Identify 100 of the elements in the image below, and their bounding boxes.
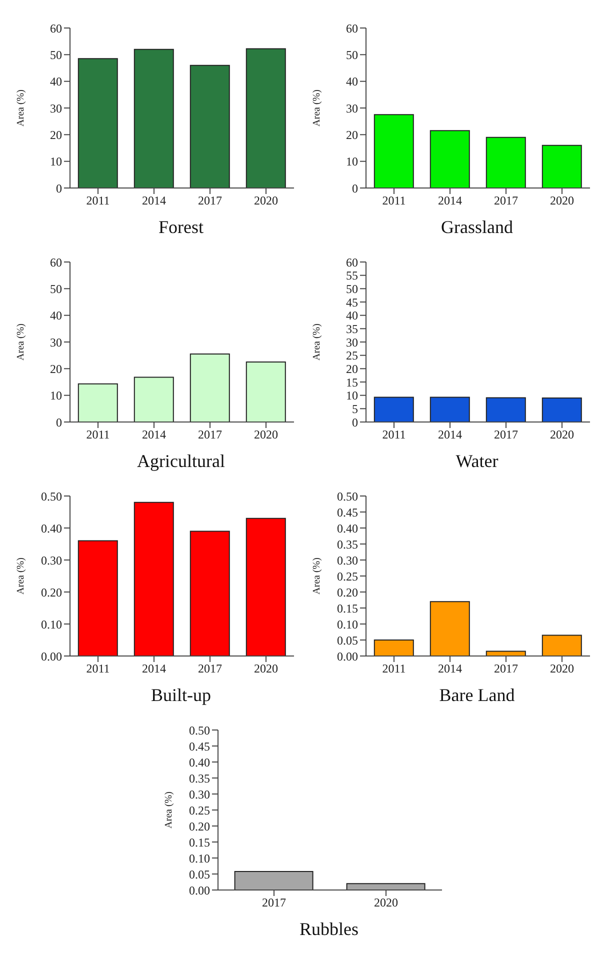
y-tick-label: 60 — [346, 21, 358, 36]
x-axis-title: Forest — [158, 217, 204, 238]
x-tick-label: 2011 — [86, 428, 110, 442]
x-tick-label: 2017 — [494, 662, 518, 676]
y-tick-label: 0.05 — [337, 633, 358, 648]
bar — [134, 48, 174, 188]
bar — [486, 136, 526, 188]
y-tick-label: 0 — [352, 415, 358, 430]
bar — [78, 540, 118, 656]
y-tick-label: 5 — [352, 402, 358, 416]
y-tick-label: 0.00 — [41, 649, 62, 664]
bar — [486, 650, 526, 656]
y-tick-label: 0.20 — [337, 585, 358, 600]
y-axis-title: Area (%) — [16, 324, 27, 360]
x-tick-label: 2014 — [142, 194, 166, 208]
y-tick-label: 0.10 — [41, 617, 62, 632]
y-tick-label: 10 — [50, 154, 62, 169]
y-tick-label: 40 — [50, 74, 62, 89]
bar — [78, 58, 118, 188]
x-tick-label: 2014 — [438, 428, 462, 442]
y-tick-label: 0.40 — [337, 521, 358, 536]
y-tick-label: 0.30 — [41, 553, 62, 568]
x-tick-label: 2017 — [494, 194, 518, 208]
x-axis-title: Bare Land — [438, 685, 516, 706]
y-tick-label: 30 — [346, 101, 358, 116]
y-axis-title: Area (%) — [164, 792, 175, 828]
x-tick-label: 2014 — [438, 662, 462, 676]
y-tick-label: 0.45 — [337, 505, 358, 520]
bar — [430, 130, 470, 188]
y-axis-title: Area (%) — [16, 90, 27, 126]
y-tick-label: 55 — [346, 268, 358, 283]
y-tick-label: 60 — [50, 255, 62, 270]
y-tick-label: 60 — [346, 255, 358, 270]
bar — [542, 144, 582, 188]
bar — [246, 362, 286, 422]
x-axis-title: Built-up — [150, 685, 212, 706]
y-tick-label: 45 — [346, 295, 358, 310]
y-tick-label: 0.30 — [337, 553, 358, 568]
x-tick-label: 2017 — [262, 896, 286, 910]
x-tick-label: 2020 — [254, 662, 278, 676]
y-tick-label: 50 — [346, 48, 358, 62]
bar — [78, 383, 118, 422]
x-tick-label: 2014 — [438, 194, 462, 208]
y-tick-label: 20 — [346, 362, 358, 376]
y-tick-label: 0.50 — [41, 489, 62, 504]
y-tick-label: 0.10 — [189, 851, 210, 866]
x-tick-label: 2011 — [86, 662, 110, 676]
y-tick-label: 0.35 — [189, 771, 210, 786]
x-tick-label: 2020 — [254, 194, 278, 208]
y-tick-label: 25 — [346, 348, 358, 363]
y-tick-label: 40 — [50, 308, 62, 323]
y-axis-title: Area (%) — [312, 324, 323, 360]
x-tick-label: 2011 — [382, 194, 406, 208]
bar — [374, 114, 414, 188]
bar — [190, 64, 230, 188]
y-tick-label: 0.10 — [337, 617, 358, 632]
bar — [246, 518, 286, 656]
bar — [246, 48, 286, 188]
x-axis-title: Grassland — [440, 217, 514, 238]
bar — [190, 530, 230, 656]
y-tick-label: 50 — [50, 282, 62, 296]
x-tick-label: 2020 — [550, 194, 574, 208]
y-tick-label: 20 — [346, 128, 358, 142]
y-tick-label: 0 — [56, 181, 62, 196]
y-tick-label: 50 — [346, 282, 358, 296]
y-tick-label: 0.05 — [189, 867, 210, 882]
y-tick-label: 0.00 — [189, 883, 210, 898]
y-tick-label: 40 — [346, 74, 358, 89]
bar — [134, 502, 174, 656]
y-tick-label: 10 — [50, 388, 62, 403]
y-tick-label: 0.30 — [189, 787, 210, 802]
x-tick-label: 2014 — [142, 662, 166, 676]
x-tick-label: 2020 — [550, 662, 574, 676]
y-tick-label: 20 — [50, 362, 62, 376]
y-tick-label: 10 — [346, 154, 358, 169]
bar — [542, 634, 582, 656]
y-tick-label: 0.15 — [189, 835, 210, 850]
y-tick-label: 0.50 — [189, 723, 210, 738]
y-tick-label: 0 — [56, 415, 62, 430]
x-tick-label: 2020 — [254, 428, 278, 442]
x-tick-label: 2017 — [198, 428, 222, 442]
y-tick-label: 10 — [346, 388, 358, 403]
y-axis-title: Area (%) — [312, 90, 323, 126]
y-tick-label: 40 — [346, 308, 358, 323]
y-tick-label: 0.40 — [189, 755, 210, 770]
y-tick-label: 15 — [346, 375, 358, 390]
y-tick-label: 60 — [50, 21, 62, 36]
x-tick-label: 2020 — [550, 428, 574, 442]
y-tick-label: 0.50 — [337, 489, 358, 504]
x-tick-label: 2017 — [198, 194, 222, 208]
x-tick-label: 2011 — [86, 194, 110, 208]
y-tick-label: 20 — [50, 128, 62, 142]
y-tick-label: 0.35 — [337, 537, 358, 552]
x-tick-label: 2020 — [374, 896, 398, 910]
y-tick-label: 30 — [50, 335, 62, 350]
x-axis-title: Rubbles — [298, 919, 360, 940]
y-tick-label: 30 — [50, 101, 62, 116]
y-tick-label: 0.40 — [41, 521, 62, 536]
x-tick-label: 2017 — [198, 662, 222, 676]
y-tick-label: 0.00 — [337, 649, 358, 664]
